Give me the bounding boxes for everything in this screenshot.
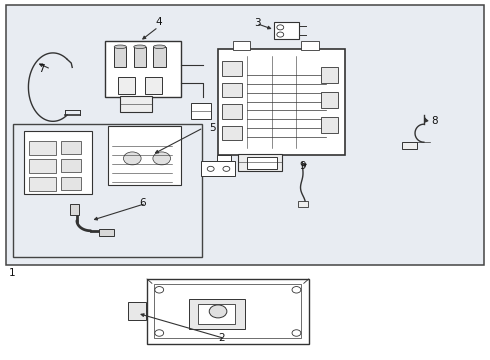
Circle shape: [277, 25, 284, 30]
Text: 1: 1: [9, 268, 16, 278]
Bar: [218, 49, 345, 155]
Bar: [120, 96, 152, 112]
Text: 5: 5: [209, 123, 216, 133]
Ellipse shape: [134, 45, 146, 49]
Bar: [145, 77, 162, 94]
Bar: [118, 77, 135, 94]
Text: 7: 7: [38, 64, 45, 74]
Bar: [6, 5, 484, 265]
Bar: [147, 279, 309, 344]
Bar: [29, 177, 56, 191]
Bar: [198, 304, 235, 324]
Bar: [274, 22, 299, 39]
Bar: [24, 131, 92, 194]
Circle shape: [123, 152, 141, 165]
Text: 8: 8: [431, 116, 438, 126]
Bar: [321, 67, 338, 83]
Text: 4: 4: [155, 17, 162, 27]
Bar: [217, 155, 231, 169]
Circle shape: [155, 330, 164, 336]
Bar: [321, 92, 338, 108]
Bar: [114, 47, 126, 67]
Circle shape: [292, 287, 301, 293]
Bar: [153, 47, 166, 67]
Bar: [301, 41, 319, 50]
Bar: [222, 104, 242, 119]
Bar: [13, 124, 202, 257]
Bar: [402, 142, 416, 149]
Circle shape: [153, 152, 171, 165]
Bar: [29, 159, 56, 173]
Bar: [233, 41, 250, 50]
Bar: [298, 201, 308, 207]
Bar: [222, 83, 242, 97]
Circle shape: [292, 330, 301, 336]
Bar: [201, 161, 235, 176]
Bar: [99, 229, 114, 236]
Bar: [61, 177, 81, 190]
Bar: [222, 61, 242, 76]
Bar: [29, 141, 56, 155]
Bar: [154, 284, 301, 338]
Bar: [108, 126, 181, 185]
Text: 2: 2: [218, 333, 224, 343]
Ellipse shape: [114, 45, 126, 49]
Circle shape: [223, 166, 230, 171]
Ellipse shape: [153, 45, 166, 49]
Circle shape: [277, 32, 284, 37]
Bar: [61, 159, 81, 172]
Bar: [238, 154, 282, 171]
Circle shape: [155, 287, 164, 293]
Bar: [70, 204, 79, 215]
Text: 9: 9: [299, 161, 306, 171]
Bar: [247, 157, 277, 169]
Bar: [321, 117, 338, 133]
Bar: [61, 141, 81, 154]
Bar: [128, 302, 146, 320]
Circle shape: [209, 305, 227, 318]
Bar: [222, 126, 242, 140]
Text: 3: 3: [254, 18, 261, 28]
Bar: [134, 47, 146, 67]
Text: 6: 6: [139, 198, 146, 208]
Bar: [191, 103, 211, 119]
Bar: [105, 41, 181, 97]
Bar: [189, 299, 245, 329]
Circle shape: [207, 166, 214, 171]
